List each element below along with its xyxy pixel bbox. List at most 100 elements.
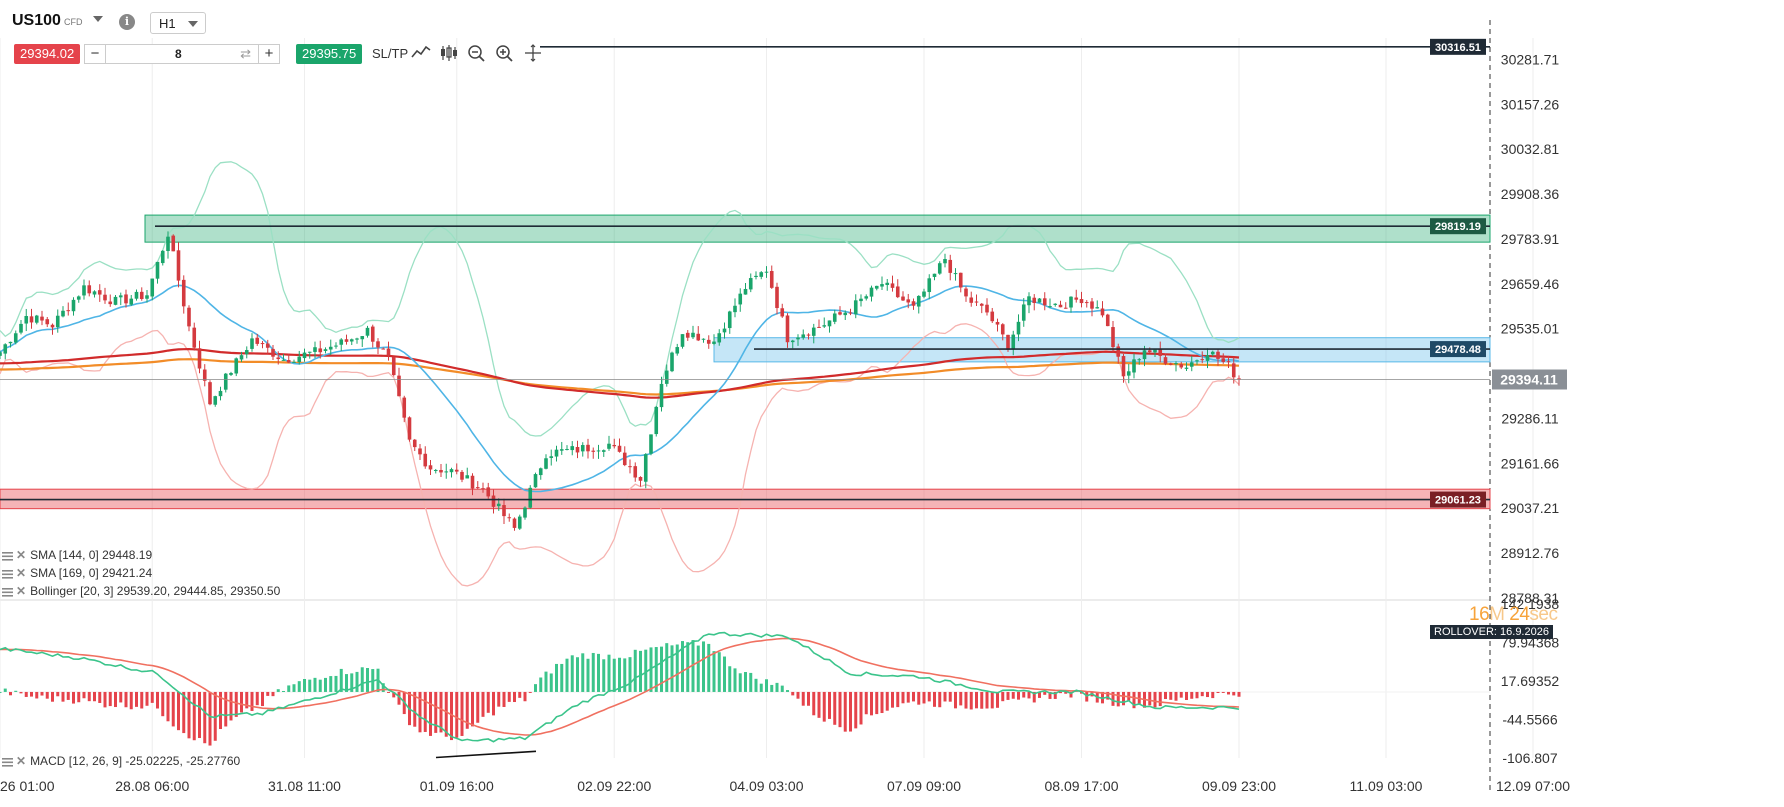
pivot-label-bg (1430, 341, 1486, 358)
macd-histogram-bar (507, 691, 511, 702)
symbol-name[interactable]: US100 (12, 12, 61, 29)
zoom-out-icon[interactable] (466, 41, 488, 65)
volume-stepper[interactable]: − 8 ⇄ + (84, 44, 280, 64)
macd-histogram-bar (360, 667, 364, 692)
macd-histogram-bar (749, 672, 753, 692)
macd-histogram-bar (901, 691, 905, 704)
macd-histogram-bar (801, 691, 805, 706)
time-axis-label: 09.09 23:00 (1202, 778, 1276, 794)
legend-bollinger[interactable]: ✕ Bollinger [20, 3] 29539.20, 29444.85, … (2, 584, 280, 598)
info-icon[interactable]: i (119, 14, 135, 30)
macd-histogram-bar (129, 691, 133, 710)
candle-body (181, 279, 186, 307)
macd-histogram-bar (224, 691, 228, 727)
swap-icon[interactable]: ⇄ (240, 46, 251, 61)
macd-histogram-bar (219, 691, 222, 730)
macd-histogram-bar (885, 691, 889, 711)
sell-button[interactable]: 29394.02 (14, 44, 81, 64)
price-tick-label: 30157.26 (1501, 96, 1560, 112)
macd-histogram-bar (14, 690, 18, 692)
candle-body (1042, 298, 1047, 306)
candle-body (554, 449, 559, 457)
macd-histogram-bar (1038, 691, 1041, 698)
candle-body (743, 288, 748, 295)
sltp-button[interactable]: SL/TP (372, 46, 409, 61)
macd-histogram-bar (19, 691, 23, 694)
legend-sma169[interactable]: ✕ SMA [169, 0] 29421.24 (2, 566, 152, 580)
candle-body (517, 516, 522, 529)
candle-body (890, 283, 895, 288)
volume-decrease-button[interactable]: − (85, 44, 106, 64)
remove-indicator-icon[interactable]: ✕ (16, 548, 27, 562)
buy-button[interactable]: 29395.75 (296, 44, 363, 64)
volume-input[interactable]: 8 (175, 47, 182, 61)
macd-histogram-bar (859, 691, 863, 725)
indicator-settings-icon[interactable] (2, 568, 13, 579)
candle-body (24, 316, 29, 324)
candle-body (533, 474, 538, 488)
macd-histogram-bar (570, 655, 574, 692)
candle-body (328, 346, 333, 350)
remove-indicator-icon[interactable]: ✕ (16, 566, 27, 580)
candle-body (208, 382, 212, 405)
indicator-settings-icon[interactable] (2, 756, 13, 767)
macd-histogram-bar (990, 691, 994, 709)
legend-macd[interactable]: ✕ MACD [12, 26, 9] -25.02225, -25.27760 (2, 754, 240, 768)
crosshair-icon[interactable] (522, 41, 544, 65)
timeframe-select[interactable]: H1 (150, 12, 206, 34)
candle-body (932, 273, 937, 277)
candle-body (87, 285, 92, 294)
macd-histogram-bar (1048, 691, 1052, 699)
macd-histogram-bar (476, 691, 480, 723)
symbol-dropdown-chevron-icon[interactable] (93, 16, 103, 22)
macd-histogram-bar (1027, 691, 1031, 699)
candle-body (1016, 321, 1021, 335)
current-price-tag (1492, 369, 1567, 390)
macd-histogram-bar (581, 653, 585, 692)
indicator-settings-icon[interactable] (2, 550, 13, 561)
macd-histogram-bar (1206, 691, 1209, 698)
candle-body (218, 390, 223, 397)
price-tick-label: 29037.21 (1501, 500, 1560, 516)
macd-histogram-bar (1006, 691, 1010, 700)
candle-body (355, 338, 359, 340)
candle-body (811, 327, 816, 336)
candle-body (213, 396, 218, 405)
legend-sma144[interactable]: ✕ SMA [144, 0] 29448.19 (2, 548, 152, 562)
candle-body (1226, 361, 1231, 363)
candle-body (670, 352, 674, 372)
macd-histogram-bar (1195, 691, 1199, 699)
macd-histogram-bar (276, 689, 280, 692)
macd-histogram-bar (733, 668, 737, 692)
countdown-sec: 24 (1509, 604, 1530, 625)
candles-icon[interactable] (438, 41, 460, 65)
macd-histogram-bar (502, 691, 506, 707)
candle-body (874, 285, 879, 289)
zoom-in-icon[interactable] (494, 41, 516, 65)
macd-histogram-bar (618, 657, 621, 692)
indicator-settings-icon[interactable] (2, 586, 13, 597)
instrument-type-label: CFD (64, 17, 83, 27)
price-tick-label: 30281.71 (1501, 51, 1560, 67)
macd-histogram-bar (255, 691, 259, 706)
candle-body (166, 236, 170, 252)
candle-body (13, 333, 18, 343)
price-tick-label: 28788.31 (1501, 590, 1560, 606)
macd-histogram-bar (1153, 691, 1157, 708)
bollinger-mid-line (0, 284, 1240, 493)
macd-histogram-bar (922, 691, 926, 704)
trendline-icon[interactable] (410, 41, 432, 65)
remove-indicator-icon[interactable]: ✕ (16, 584, 27, 598)
macd-histogram-bar (429, 691, 432, 736)
macd-histogram-bar (492, 691, 495, 716)
candle-body (349, 339, 354, 342)
macd-histogram-bar (975, 691, 978, 709)
macd-histogram-bar (1064, 691, 1068, 694)
candle-body (901, 296, 905, 301)
volume-increase-button[interactable]: + (258, 44, 279, 64)
macd-histogram-bar (203, 691, 207, 744)
remove-indicator-icon[interactable]: ✕ (16, 754, 27, 768)
candle-body (628, 466, 632, 468)
time-axis-label: 11.09 03:00 (1350, 778, 1423, 794)
